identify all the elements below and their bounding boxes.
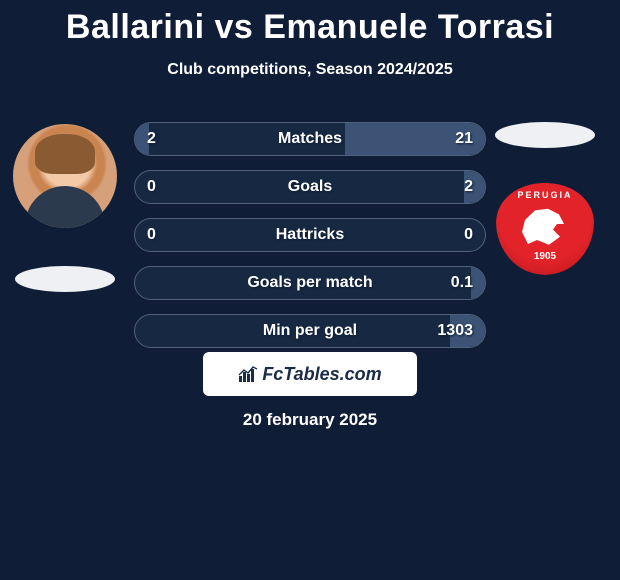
country-ellipse-left [15, 266, 115, 292]
stat-value-left: 2 [147, 130, 156, 148]
stat-row: Min per goal 1303 [134, 314, 486, 348]
stat-value-right: 21 [455, 130, 473, 148]
club-badge-right: PERUGIA 1905 [494, 182, 596, 276]
subtitle: Club competitions, Season 2024/2025 [0, 61, 620, 79]
stat-label: Goals [288, 178, 332, 196]
stat-label: Min per goal [263, 322, 357, 340]
stat-value-right: 1303 [437, 322, 473, 340]
stat-row: 0 Goals 2 [134, 170, 486, 204]
right-player-column: PERUGIA 1905 [488, 122, 602, 276]
badge-label: PERUGIA [494, 190, 596, 200]
stat-value-left: 0 [147, 226, 156, 244]
stat-value-right: 0 [464, 226, 473, 244]
stat-label: Hattricks [276, 226, 344, 244]
badge-year: 1905 [494, 251, 596, 262]
stat-label: Goals per match [247, 274, 372, 292]
stat-value-right: 0.1 [451, 274, 473, 292]
page-title: Ballarini vs Emanuele Torrasi [0, 0, 620, 47]
stat-value-right: 2 [464, 178, 473, 196]
site-logo[interactable]: FcTables.com [203, 352, 417, 396]
stats-list: 2 Matches 21 0 Goals 2 0 Hattricks 0 Goals per ma… [134, 122, 486, 362]
country-ellipse-right [495, 122, 595, 148]
footer-date: 20 february 2025 [0, 410, 620, 430]
stat-value-left: 0 [147, 178, 156, 196]
comparison-card: Ballarini vs Emanuele Torrasi Club compe… [0, 0, 620, 580]
stat-row: 2 Matches 21 [134, 122, 486, 156]
stat-row: 0 Hattricks 0 [134, 218, 486, 252]
stat-label: Matches [278, 130, 342, 148]
stat-row: Goals per match 0.1 [134, 266, 486, 300]
barchart-icon [238, 365, 258, 383]
stat-fill-right [471, 267, 485, 299]
left-player-column [8, 122, 122, 292]
logo-text: FcTables.com [262, 364, 381, 385]
player-avatar-left [11, 122, 119, 230]
